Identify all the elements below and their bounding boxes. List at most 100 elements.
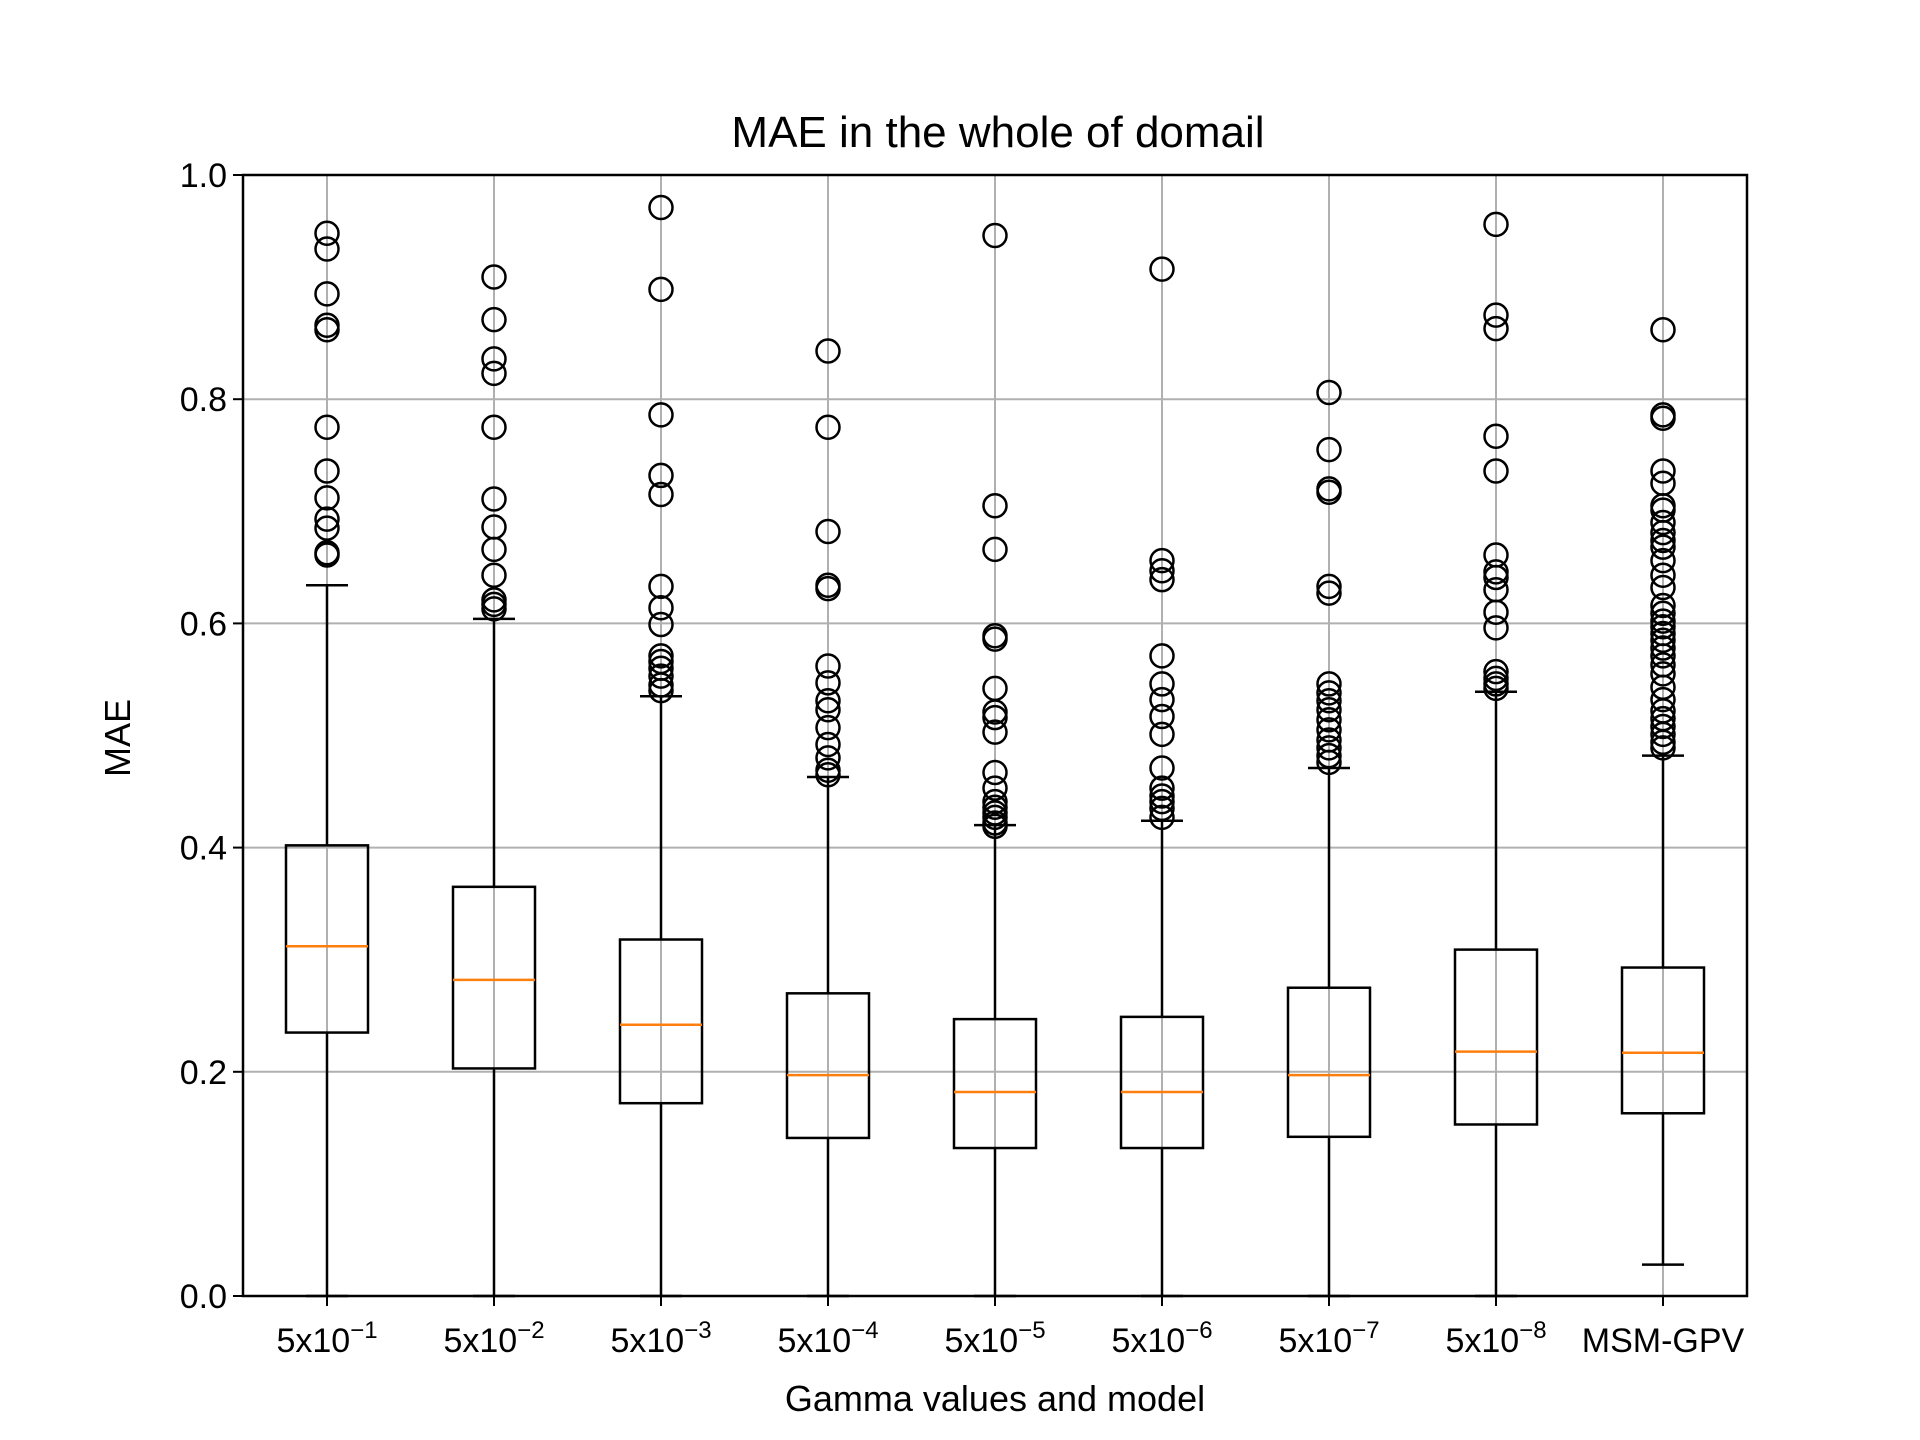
box-group [451,264,537,1298]
outlier-point [1149,788,1175,815]
outlier-point [314,506,340,532]
outlier-point [1149,566,1175,593]
outlier-point [982,704,1008,731]
outlier-point [1149,795,1175,822]
grid-lines [243,174,1747,1297]
outlier-point [481,360,507,387]
outlier-point [982,222,1008,249]
x-tick-label: 5x10−1 [276,1317,377,1360]
outlier-point [1650,661,1676,687]
outlier-point [648,594,674,621]
outlier-point [1149,721,1175,748]
box-group [1286,379,1372,1298]
outlier-point [314,485,340,511]
outlier-point [648,462,674,489]
outlier-point [1650,458,1676,484]
outlier-point [815,761,841,788]
outlier-point [815,731,841,758]
outlier-point [1316,573,1342,600]
outlier-point [1650,635,1676,661]
box-iqr [618,938,704,1105]
x-tick-label: 5x10−7 [1278,1317,1379,1360]
chart-title: MAE in the whole of domail [731,108,1264,157]
outlier-point [1316,735,1342,761]
outlier-point [1650,608,1676,634]
outlier-point [1483,615,1509,641]
outlier-point [1650,643,1676,669]
outlier-point [1149,755,1175,781]
outlier-point [982,804,1008,831]
outlier-point [314,316,340,343]
box-iqr [451,885,537,1070]
outlier-point [982,719,1008,745]
outlier-point [314,515,340,541]
outlier-point [1650,547,1676,574]
outlier-point [815,696,841,723]
box-series [284,194,1706,1298]
outlier-point [1650,534,1676,560]
outlier-point [1483,564,1509,591]
outlier-point [982,775,1008,801]
x-tick-label: 5x10−4 [777,1317,878,1360]
outlier-point [314,281,340,307]
outlier-point [481,596,507,622]
box-group [1453,211,1539,1298]
outlier-point [314,414,340,440]
outlier-point [1650,592,1676,619]
outlier-point [1316,707,1342,733]
outlier-point [314,542,340,568]
outlier-point [982,699,1008,725]
outlier-point [1650,405,1676,432]
outlier-point [982,536,1008,563]
outlier-point [1483,315,1509,342]
x-axis-ticks: 5x10−1 5x10−2 5x10−3 5x10−4 5x10−5 5x10−6 5x10… [276,1296,1745,1360]
box-iqr [952,1017,1038,1150]
box-iqr [785,992,871,1140]
outlier-point [648,573,674,600]
outlier-point [481,562,507,588]
outlier-point [982,759,1008,786]
box-group [618,194,704,1298]
x-axis-label: Gamma values and model [785,1378,1205,1419]
outlier-point [1149,703,1175,730]
y-tick-label: 0.6 [180,605,227,643]
y-axis-ticks: 0.0 0.2 0.4 0.6 0.8 1.0 [180,157,243,1316]
y-tick-label: 0.8 [180,381,227,419]
outlier-point [982,794,1008,820]
outlier-point [1650,574,1676,601]
outlier-point [815,575,841,602]
outlier-point [1483,302,1509,328]
outlier-point [1149,804,1175,831]
y-tick-label: 0.0 [180,1278,227,1316]
y-axis-label: MAE [97,699,138,777]
box-iqr [1286,986,1372,1139]
outlier-point [1316,680,1342,706]
outlier-point [1316,671,1342,697]
outlier-point [1316,696,1342,723]
outlier-point [815,745,841,771]
outlier-point [648,611,674,638]
outlier-point [815,687,841,714]
outlier-point [1316,749,1342,776]
outlier-point [1650,686,1676,713]
outlier-point [1650,562,1676,588]
x-tick-label: MSM-GPV [1582,1322,1745,1360]
outlier-point [481,414,507,440]
outlier-point [314,236,340,262]
outlier-point [1149,775,1175,801]
outlier-point [1650,519,1676,546]
box-iqr [1620,966,1706,1115]
outlier-point [648,677,674,704]
outlier-point [815,653,841,679]
outlier-point [1650,721,1676,748]
outlier-point [1316,717,1342,743]
outlier-point [1650,713,1676,740]
outlier-point [481,264,507,290]
outlier-point [982,788,1008,815]
x-tick-label: 5x10−3 [610,1317,711,1360]
outlier-point [1149,671,1175,697]
outlier-point [1316,479,1342,505]
box-iqr [284,844,370,1034]
outlier-point [648,194,674,221]
